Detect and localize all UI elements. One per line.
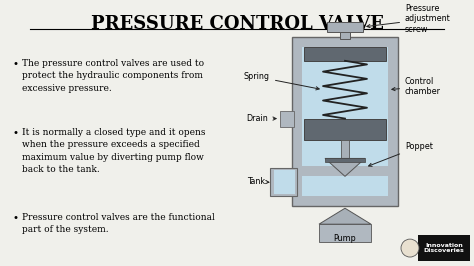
Bar: [280, 111, 294, 127]
Bar: [302, 176, 388, 196]
Polygon shape: [325, 159, 365, 176]
Text: •: •: [12, 59, 18, 69]
Bar: [270, 168, 297, 196]
Text: The pressure control valves are used to
protect the hydraulic components from
ex: The pressure control valves are used to …: [22, 59, 204, 93]
Text: It is normally a closed type and it opens
when the pressure exceeds a specified
: It is normally a closed type and it open…: [22, 128, 206, 174]
Bar: [292, 37, 398, 206]
Bar: [325, 159, 365, 163]
Text: Poppet: Poppet: [369, 142, 433, 166]
Circle shape: [401, 239, 419, 257]
Text: Tank: Tank: [247, 177, 269, 186]
Bar: [302, 47, 388, 167]
Text: Pump: Pump: [334, 234, 356, 243]
Bar: [418, 235, 470, 261]
Text: Drain: Drain: [246, 114, 276, 123]
Bar: [274, 171, 295, 194]
Text: Control
chamber: Control chamber: [392, 77, 441, 96]
Bar: [327, 22, 363, 32]
Bar: [304, 119, 386, 140]
Text: Innovation
Discoveries: Innovation Discoveries: [424, 243, 465, 253]
Text: PRESSURE CONTROL VALVE: PRESSURE CONTROL VALVE: [91, 15, 383, 33]
Bar: [304, 47, 386, 61]
Text: •: •: [12, 128, 18, 138]
Bar: [341, 140, 349, 159]
Text: •: •: [12, 213, 18, 223]
Polygon shape: [319, 208, 371, 224]
Text: Spring: Spring: [244, 72, 319, 90]
Text: Pressure control valves are the functional
part of the system.: Pressure control valves are the function…: [22, 213, 215, 234]
Bar: [340, 32, 350, 39]
Bar: [319, 224, 371, 242]
Text: Pressure
adjustment
screw: Pressure adjustment screw: [367, 4, 451, 34]
